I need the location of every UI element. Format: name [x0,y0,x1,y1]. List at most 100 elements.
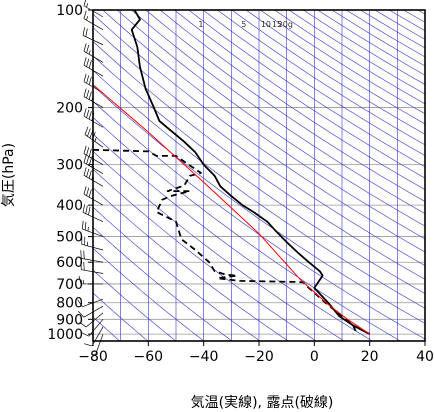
barb-staff [85,312,104,328]
y-tick-label: 600 [56,255,83,271]
barb-flag [84,126,89,135]
barb-flag [83,343,93,347]
dry-adiabat-line [374,10,425,40]
dry-adiabat-line [188,10,425,168]
barb-flag [82,204,85,213]
y-tick-label: 900 [56,312,83,328]
dry-adiabat-line [217,10,425,146]
dry-adiabat-line [202,10,425,156]
dry-adiabat-line [93,116,401,341]
background-lines [93,10,425,341]
barb-flag [88,148,92,157]
x-tick-label: 40 [416,349,434,365]
dry-adiabat-line [303,10,425,85]
y-tick-label: 700 [56,277,83,293]
dry-adiabat-line [93,206,261,341]
dry-adiabat-line [93,27,425,266]
barb-flag [79,321,87,328]
dry-adiabat-line [93,70,425,309]
barb-flag [88,189,92,198]
barb-flag [77,299,83,307]
dry-adiabat-line [331,10,425,67]
dry-adiabat-line [116,10,425,227]
y-axis-label: 気圧(hPa) [1,143,17,207]
x-axis-label: 気温(実線), 露点(破線) [191,395,334,411]
barb-flag [88,170,92,179]
wind-barb [79,312,104,328]
barb-flag [86,44,90,53]
barb-flag [83,10,87,19]
dry-adiabat-line [403,10,425,23]
mixing-ratio-label: 1 [198,20,203,29]
x-tick-label: −80 [78,349,108,365]
barb-flag [83,73,87,82]
dry-adiabat-line [93,187,289,341]
barb-flag [86,58,90,67]
barb-flag [84,221,87,231]
barb-half-flag [86,16,89,21]
wind-barbs [77,0,104,356]
x-tick-label: −60 [134,349,164,365]
wind-barb [84,126,104,148]
barb-flag [77,311,85,318]
barb-flag [83,145,87,154]
dry-adiabat-line [93,316,120,341]
y-tick-label: 200 [56,101,83,117]
dry-adiabat-line [93,150,345,341]
barb-flag [83,88,87,97]
x-tick-label: −20 [244,349,274,365]
mixing-ratio-label: 15 [272,20,282,29]
barb-staff [88,319,104,337]
dry-adiabat-line [288,10,425,95]
dry-adiabat-line [93,100,425,340]
mixing-ratio-label: 20g [278,20,293,29]
barb-flag [86,156,90,165]
barb-flag [86,168,90,177]
barb-flag [83,43,87,52]
dry-adiabat-line [93,247,205,341]
barb-staff [84,134,104,148]
mixing-ratio-label: 10 [261,20,271,29]
barb-flag [88,76,92,85]
dry-adiabat-line [145,10,425,202]
barb-flag [83,186,87,195]
series-lines [93,10,371,335]
barb-flag [85,28,88,37]
wind-barb [91,334,104,356]
wind-barb [80,261,104,274]
barb-flag [87,128,91,137]
barb-staff [91,326,104,347]
barb-flag [86,75,90,84]
barb-flag [88,206,91,216]
barb-flag [83,167,87,176]
dewpoint-line [93,148,357,335]
barb-flag [83,250,85,259]
barb-flag [83,0,86,6]
dry-adiabat-line [93,168,317,341]
barb-staff [95,334,104,355]
dry-adiabat-line [93,13,425,253]
barb-staff [81,269,104,274]
dry-adiabat-line [174,10,425,179]
barb-flag [80,261,82,270]
barb-flag [88,91,92,100]
barb-flag [78,275,82,285]
barb-half-flag [88,50,91,55]
dry-adiabat-line [93,41,425,280]
barb-flag [83,154,87,163]
y-tick-label: 500 [56,230,83,246]
y-tick-label: 400 [56,198,83,214]
barb-flag [81,220,84,230]
mixing-ratio-label: 5 [241,20,246,29]
wind-barb [83,326,104,347]
barb-flag [81,332,90,337]
barb-half-flag [82,279,85,285]
x-tick-label: −40 [189,349,219,365]
y-tick-label: 100 [56,3,83,19]
dry-adiabat-line [159,10,425,190]
dry-adiabat-line [131,10,425,214]
dry-adiabat-line [93,85,425,324]
